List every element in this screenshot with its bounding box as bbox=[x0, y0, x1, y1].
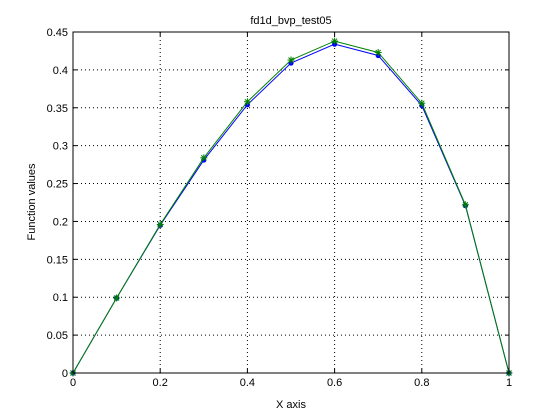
y-tick-label: 0.45 bbox=[47, 27, 68, 39]
data-point bbox=[243, 98, 251, 106]
y-tick-label: 0.4 bbox=[53, 65, 68, 77]
y-tick-label: 0.35 bbox=[47, 103, 68, 115]
y-tick-label: 0.25 bbox=[47, 179, 68, 191]
data-point bbox=[374, 48, 382, 56]
y-tick-label: 0.3 bbox=[53, 141, 68, 153]
x-tick-label: 0.6 bbox=[327, 377, 342, 389]
y-tick-label: 0 bbox=[62, 368, 68, 380]
series-layer bbox=[69, 37, 513, 377]
y-axis-label: Function values bbox=[26, 163, 38, 241]
data-point bbox=[461, 201, 469, 209]
ticks: 0 0.2 0.4 0.6 0.8 1 0 0.05 0.1 0.15 0.2 0.25 0.3 0.35… bbox=[47, 27, 512, 389]
data-point bbox=[200, 154, 208, 162]
x-tick-label: 0 bbox=[70, 377, 76, 389]
chart-title: fd1d_bvp_test05 bbox=[250, 15, 331, 27]
x-axis-label: X axis bbox=[276, 399, 306, 411]
plot-frame bbox=[72, 31, 510, 374]
x-tick-label: 0.8 bbox=[414, 377, 429, 389]
y-tick-label: 0.05 bbox=[47, 330, 68, 342]
y-tick-label: 0.15 bbox=[47, 254, 68, 266]
data-point bbox=[418, 99, 426, 107]
data-point bbox=[331, 37, 339, 45]
series-2 bbox=[69, 37, 513, 377]
x-tick-label: 1 bbox=[506, 377, 512, 389]
data-point bbox=[156, 220, 164, 228]
data-point bbox=[113, 294, 121, 302]
y-tick-label: 0.1 bbox=[53, 292, 68, 304]
x-tick-label: 0.4 bbox=[240, 377, 255, 389]
grid bbox=[73, 32, 509, 373]
data-point bbox=[287, 56, 295, 64]
y-tick-label: 0.2 bbox=[53, 216, 68, 228]
x-tick-label: 0.2 bbox=[153, 377, 168, 389]
